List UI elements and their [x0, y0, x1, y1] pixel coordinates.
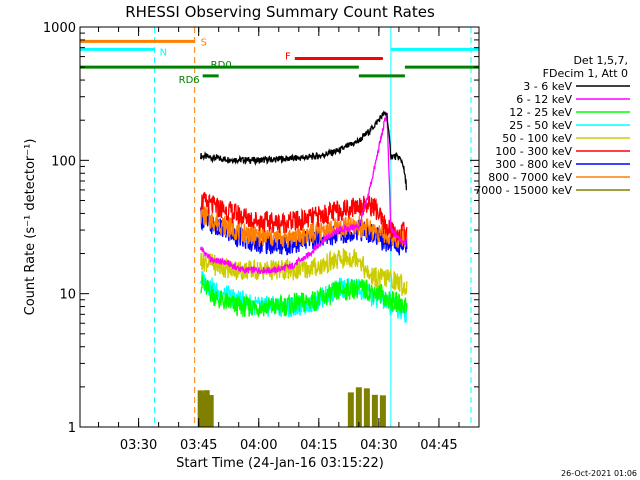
- series-800-7000keV-line: [200, 205, 408, 249]
- series-7000-15000kev-block-6: [363, 388, 370, 427]
- x-tick-label-0: 03:30: [120, 438, 157, 453]
- series-7000-15000kev-block-1: [199, 393, 206, 427]
- series-100-300keV-line: [200, 192, 408, 245]
- x-axis-label: Start Time (24-Jan-16 03:15:22): [176, 456, 384, 471]
- series-7000-15000kev-block-7: [371, 394, 378, 427]
- series-7000-15000kev-block-8: [379, 395, 386, 427]
- series-7000-15000kev-block-2: [203, 390, 210, 427]
- legend-label-7: 800 - 7000 keV: [488, 171, 572, 184]
- legend-label-6: 300 - 800 keV: [495, 158, 572, 171]
- x-tick-label-4: 04:30: [360, 438, 397, 453]
- series-3-6keV-line: [200, 110, 408, 191]
- flag-label-rd0: RD0: [211, 60, 232, 71]
- legend-label-8: 7000 - 15000 keV: [474, 184, 572, 197]
- y-tick-label-3: 1000: [43, 21, 76, 36]
- x-tick-label-5: 04:45: [420, 438, 457, 453]
- series-6-12keV-line: [200, 112, 408, 275]
- plot-frame: [79, 26, 480, 428]
- legend-header-line-2: FDecim 1, Att 0: [543, 67, 628, 80]
- series-12-25keV-line: [200, 275, 408, 318]
- legend-label-0: 3 - 6 keV: [523, 80, 572, 93]
- legend-label-1: 6 - 12 keV: [516, 93, 572, 106]
- chart-title: RHESSI Observing Summary Count Rates: [125, 3, 435, 21]
- y-axis-label: Count Rate (s⁻¹ detector⁻¹): [23, 139, 38, 316]
- series-7000-15000kev-block-3: [207, 395, 214, 427]
- flag-label-n: N: [160, 47, 167, 58]
- legend-label-4: 50 - 100 keV: [502, 132, 572, 145]
- legend-label-3: 25 - 50 keV: [509, 119, 572, 132]
- x-tick-label-2: 04:00: [240, 438, 277, 453]
- flag-label-rd6: RD6: [179, 75, 200, 86]
- flag-label-f: F: [285, 52, 291, 63]
- legend-label-5: 100 - 300 keV: [495, 145, 572, 158]
- flag-label-s: S: [201, 37, 207, 48]
- plot-area: S N F RD0 RD6: [79, 27, 479, 427]
- series-7000-15000kev-block-4: [347, 392, 354, 427]
- footer-timestamp: 26-Oct-2021 01:06: [561, 469, 637, 478]
- y-tick-label-0: 1: [68, 421, 76, 436]
- y-tick-label-2: 100: [51, 154, 76, 169]
- series-7000-15000kev-block-5: [355, 387, 362, 427]
- series-50-100keV-line: [200, 248, 408, 296]
- legend-label-2: 12 - 25 keV: [509, 106, 572, 119]
- legend-header-line-1: Det 1,5,7,: [573, 54, 628, 67]
- y-tick-label-1: 10: [59, 288, 76, 303]
- x-tick-label-1: 03:45: [180, 438, 217, 453]
- x-tick-label-3: 04:15: [300, 438, 337, 453]
